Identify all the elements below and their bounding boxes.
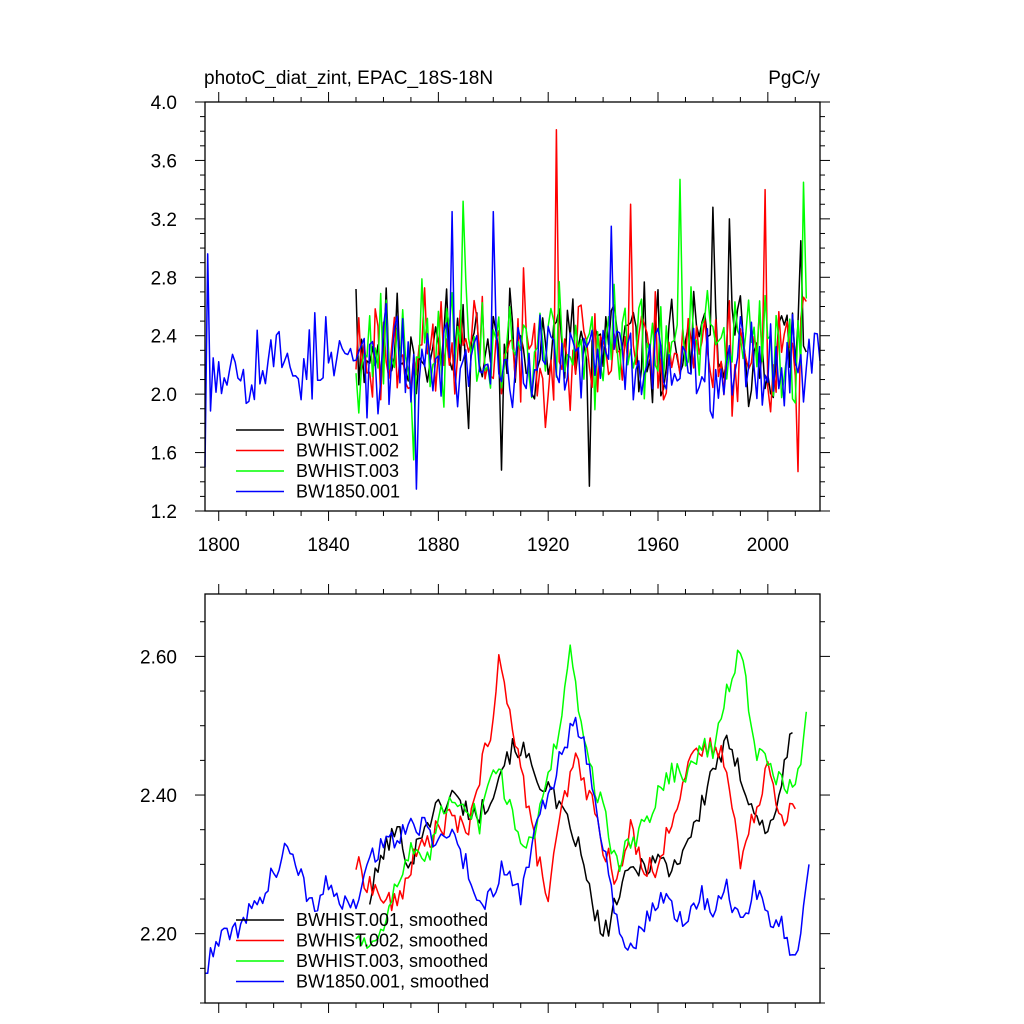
y-tick-label: 2.40: [140, 786, 177, 807]
legend-label: BWHIST.002: [296, 441, 399, 461]
x-tick-label: 1840: [307, 535, 349, 556]
legend-label: BW1850.001, smoothed: [296, 972, 489, 992]
top-plot-panel: 1800 1840 1880 1920 1960 2000 1.2 1.6 2.0 2.4 2.8 3…: [151, 92, 830, 556]
series-line-bwhist-001: [355, 206, 807, 487]
series-line-bw1850-001: [204, 210, 821, 490]
x-tick-label: 1880: [417, 535, 459, 556]
series-line-bwhist-003-smoothed: [355, 644, 808, 949]
y-tick-label: 3.2: [151, 210, 177, 231]
y-tick-label: 4.0: [151, 93, 177, 114]
y-tick-label: 1.2: [151, 502, 177, 523]
y-tick-label: 2.20: [140, 925, 177, 946]
x-tick-label: 1960: [637, 535, 679, 556]
chart-title: photoC_diat_zint, EPAC_18S-18N: [204, 68, 493, 89]
y-tick-label: 2.60: [140, 647, 177, 668]
x-tick-label: 1920: [527, 535, 569, 556]
y-tick-label: 2.8: [151, 268, 177, 289]
series-line-bw1850-001-smoothed: [205, 716, 810, 975]
series-line-bwhist-003: [355, 178, 808, 461]
legend-label: BWHIST.001: [296, 420, 399, 440]
legend-label: BW1850.001: [296, 482, 400, 502]
x-tick-label: 2000: [747, 535, 789, 556]
series-line-bwhist-002-smoothed: [355, 654, 796, 912]
legend-label: BWHIST.002, smoothed: [296, 931, 488, 951]
legend-label: BWHIST.001, smoothed: [296, 910, 488, 930]
y-tick-label: 2.4: [151, 327, 178, 348]
y-tick-label: 2.0: [151, 385, 177, 406]
chart-units: PgC/y: [768, 68, 820, 89]
legend-label: BWHIST.003, smoothed: [296, 951, 488, 971]
y-tick-label: 3.6: [151, 151, 177, 172]
legend-label: BWHIST.003: [296, 461, 399, 481]
x-tick-label: 1800: [198, 535, 240, 556]
plot-frame: [204, 593, 821, 1004]
y-tick-label: 1.6: [151, 444, 177, 465]
